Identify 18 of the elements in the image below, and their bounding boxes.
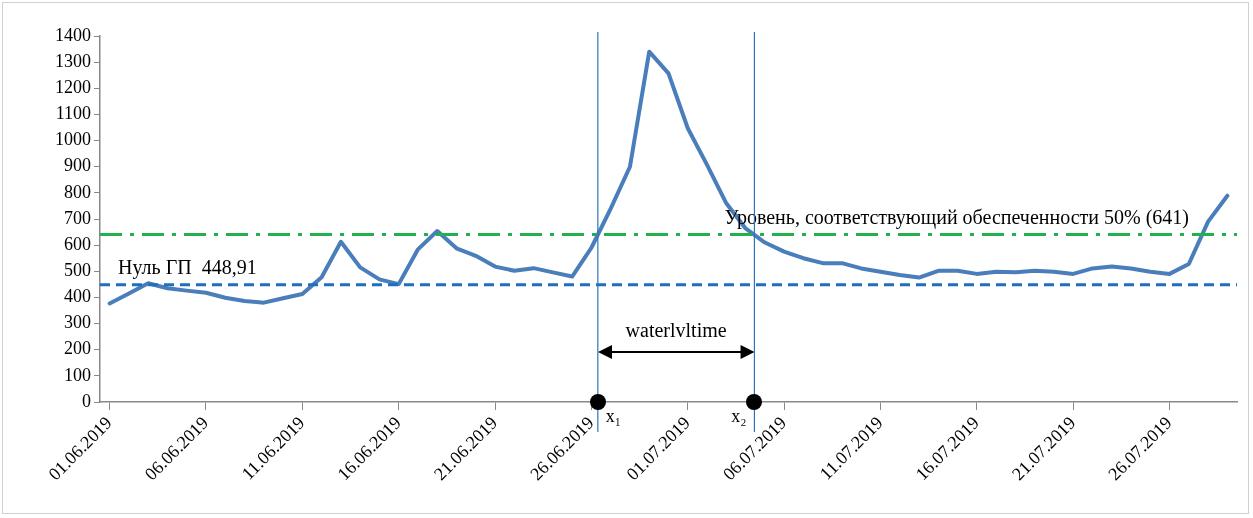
y-tick-label: 600 bbox=[64, 233, 91, 254]
y-tick-label: 1000 bbox=[55, 129, 91, 150]
y-tick-label: 900 bbox=[64, 155, 91, 176]
ref-line-label: x₁ bbox=[605, 405, 622, 426]
ref-line-label: Нуль ГП 448,91 bbox=[118, 255, 257, 279]
annotation: waterlvltime bbox=[625, 319, 727, 342]
y-tick-label: 1100 bbox=[55, 103, 91, 124]
y-tick-label: 1300 bbox=[55, 50, 91, 71]
y-tick-label: 1400 bbox=[55, 24, 91, 45]
y-tick-label: 200 bbox=[64, 338, 91, 359]
y-tick-label: 700 bbox=[64, 207, 91, 228]
y-tick-label: 1200 bbox=[55, 77, 91, 98]
y-tick-label: 500 bbox=[64, 260, 91, 281]
y-tick-label: 300 bbox=[64, 312, 91, 333]
y-tick-label: 100 bbox=[64, 364, 91, 385]
y-tick-label: 0 bbox=[82, 390, 91, 411]
y-tick-label: 400 bbox=[64, 286, 91, 307]
y-tick-label: 800 bbox=[64, 181, 91, 202]
